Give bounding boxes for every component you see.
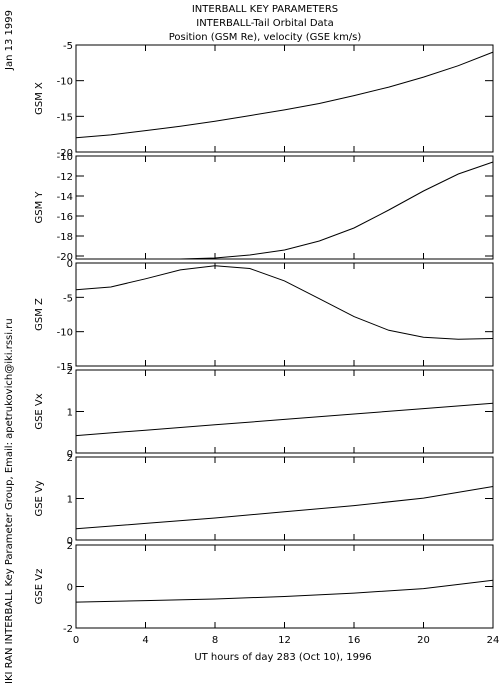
chart-units: Position (GSM Re), velocity (GSE km/s) — [169, 32, 362, 43]
series-line — [76, 161, 494, 260]
chart-subtitle: INTERBALL-Tail Orbital Data — [196, 18, 333, 29]
y-tick-label: 1 — [67, 408, 73, 419]
y-axis-label: GSM Z — [34, 298, 45, 331]
y-axis-label: GSE Vz — [34, 569, 45, 605]
y-tick-label: 0 — [67, 583, 73, 594]
series-line — [75, 402, 494, 437]
y-tick-label: 2 — [67, 366, 73, 377]
y-tick-label: -16 — [57, 212, 73, 223]
chart-title: INTERBALL KEY PARAMETERS — [192, 4, 338, 15]
y-tick-label: 0 — [67, 449, 73, 460]
x-tick-label: 16 — [348, 635, 361, 646]
y-tick-label: -15 — [57, 112, 73, 123]
series-line — [75, 51, 494, 139]
y-axis-label: GSE Vy — [34, 480, 45, 516]
credit-line: IKI RAN INTERBALL Key Parameter Group, E… — [4, 318, 15, 684]
y-tick-label: -20 — [57, 252, 73, 263]
x-tick-label: 4 — [142, 635, 148, 646]
y-tick-label: -10 — [57, 152, 73, 163]
panel-frame — [75, 369, 494, 454]
y-tick-label: 0 — [67, 259, 73, 270]
panel-frame — [75, 155, 494, 260]
panel-frame — [75, 544, 494, 629]
y-tick-label: 1 — [67, 495, 73, 506]
panel-frame — [75, 44, 494, 153]
y-tick-label: -15 — [57, 362, 73, 373]
y-axis-label: GSE Vx — [34, 393, 45, 429]
y-tick-label: -5 — [63, 41, 73, 52]
y-tick-label: -14 — [57, 192, 73, 203]
y-tick-label: -10 — [57, 77, 73, 88]
series-line — [75, 579, 494, 603]
x-tick-label: 8 — [212, 635, 218, 646]
y-tick-label: 0 — [67, 536, 73, 547]
y-axis-label: GSM Y — [34, 191, 45, 224]
y-tick-label: 2 — [67, 453, 73, 464]
x-tick-label: 0 — [73, 635, 79, 646]
y-tick-label: -10 — [57, 328, 73, 339]
date-stamp: Jan 13 1999 — [4, 10, 15, 71]
y-axis-label: GSM X — [34, 82, 45, 115]
series-line — [75, 486, 494, 530]
y-tick-label: -12 — [57, 172, 73, 183]
x-tick-label: 12 — [278, 635, 291, 646]
y-tick-label: 2 — [67, 541, 73, 552]
y-tick-label: -5 — [63, 293, 73, 304]
y-tick-label: -2 — [63, 624, 73, 635]
y-tick-label: -18 — [57, 232, 73, 243]
x-axis-label: UT hours of day 283 (Oct 10), 1996 — [194, 652, 371, 663]
panel-frame — [75, 456, 494, 541]
panel-frame — [75, 262, 494, 367]
x-tick-label: 20 — [417, 635, 430, 646]
x-tick-label: 24 — [487, 635, 500, 646]
series-line — [75, 265, 494, 340]
y-tick-label: -20 — [57, 148, 73, 159]
